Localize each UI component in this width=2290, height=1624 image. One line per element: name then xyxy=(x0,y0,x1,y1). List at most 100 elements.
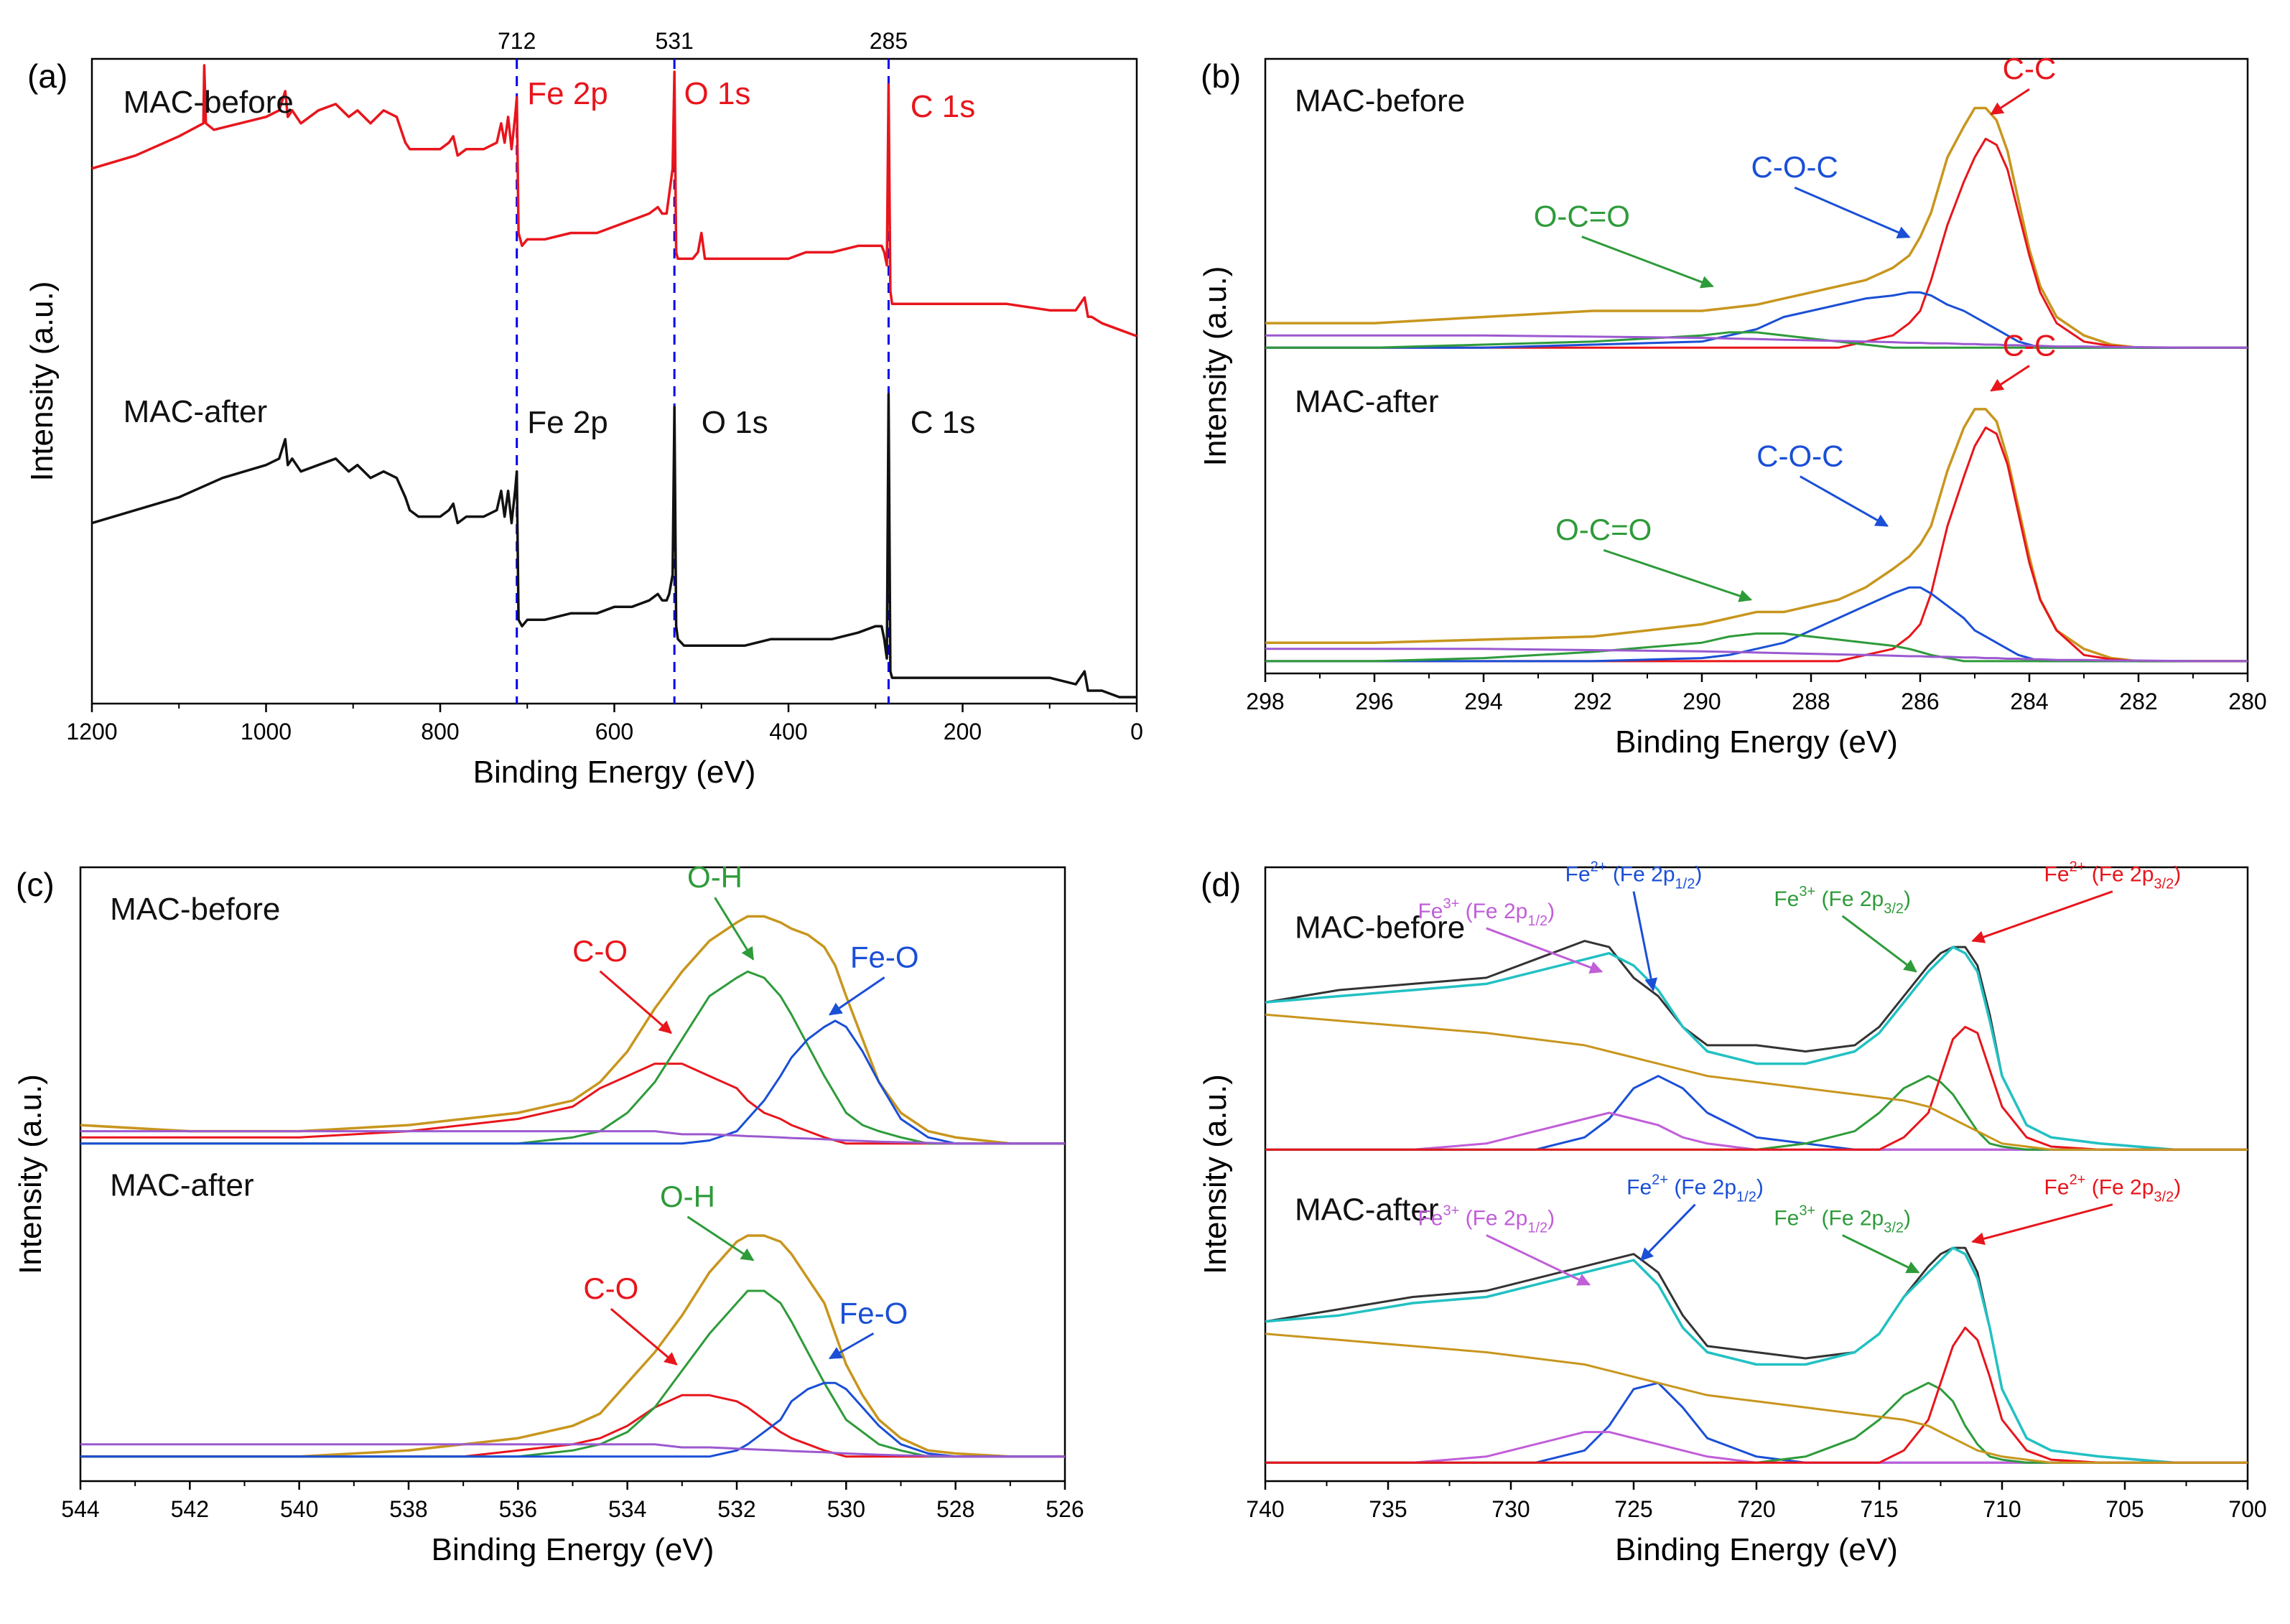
x-tick-label: 288 xyxy=(1792,689,1830,714)
x-tick-label: 540 xyxy=(280,1496,318,1522)
top-tick-label: 531 xyxy=(655,28,693,54)
peak-label: C-O-C xyxy=(1756,439,1843,473)
peak-label: Fe-O xyxy=(850,940,919,974)
peak-arrow xyxy=(1581,235,1714,289)
peak-arrow xyxy=(1841,915,1917,973)
peak-label: Fe3+ (Fe 2p3/2) xyxy=(1774,884,1911,917)
x-tick-label: 735 xyxy=(1369,1496,1407,1522)
sample-label: MAC-after xyxy=(1295,1193,1438,1228)
peak-arrow xyxy=(1794,186,1911,239)
series-line-background xyxy=(1265,648,2248,663)
x-tick-label: 700 xyxy=(2228,1496,2266,1522)
x-tick-label: 290 xyxy=(1682,689,1721,714)
series-line-mac-after xyxy=(91,393,1137,699)
x-tick-label: 538 xyxy=(389,1496,427,1522)
series-line-fe3-fe-2p1-2- xyxy=(1265,1431,2248,1464)
peak-arrow xyxy=(1603,549,1753,602)
series-line-c-o xyxy=(80,1394,1065,1458)
peak-label: Fe2+ (Fe 2p3/2) xyxy=(2044,859,2182,892)
series-line-fe-o xyxy=(80,1381,1065,1458)
x-tick-label: 800 xyxy=(421,719,459,745)
series-line-background xyxy=(1265,1013,2248,1151)
series-line-fe2-fe-2p3-2- xyxy=(1265,1025,2248,1151)
peak-label: C-C xyxy=(2003,52,2057,85)
panel-label: (a) xyxy=(27,57,68,95)
peak-annotation: C 1s xyxy=(911,89,975,124)
x-axis-label: Binding Energy (eV) xyxy=(1615,724,1898,760)
panel-label: (c) xyxy=(16,866,55,903)
plot-frame xyxy=(1264,866,2249,1483)
x-tick-label: 705 xyxy=(2105,1496,2144,1522)
x-tick-label: 294 xyxy=(1464,689,1502,714)
peak-arrow xyxy=(599,970,672,1035)
x-tick-label: 298 xyxy=(1246,689,1284,714)
series-line-c-o-c xyxy=(1265,586,2248,663)
peak-arrow xyxy=(828,1332,875,1360)
panel-b: (b) 298 296 294 292 290 288 286 284 282 280 Binding… xyxy=(1198,52,2267,760)
peak-arrow xyxy=(1640,1203,1696,1261)
peak-annotation: O 1s xyxy=(702,405,768,440)
sample-label: MAC-before xyxy=(1295,910,1465,945)
peak-label: Fe3+ (Fe 2p1/2) xyxy=(1418,1203,1555,1236)
x-axis-label: Binding Energy (eV) xyxy=(1615,1532,1898,1567)
peak-label: Fe2+ (Fe 2p1/2) xyxy=(1565,859,1703,892)
series-line-fe3-fe-2p3-2- xyxy=(1265,1075,2248,1151)
peak-arrow xyxy=(1990,88,2030,116)
series-line-background xyxy=(80,1130,1065,1145)
series-line-o-c-o xyxy=(1265,331,2248,349)
series-line-fe3-fe-2p3-2- xyxy=(1265,1381,2248,1464)
x-tick-label: 1000 xyxy=(241,719,292,745)
x-axis-label: Binding Energy (eV) xyxy=(473,755,756,790)
x-tick-label: 296 xyxy=(1355,689,1393,714)
y-axis-label: Intensity (a.u.) xyxy=(1198,1074,1233,1274)
peak-annotation: O 1s xyxy=(684,76,751,111)
sample-label: MAC-before xyxy=(124,85,294,120)
x-tick-label: 740 xyxy=(1246,1496,1284,1522)
peak-annotation: C 1s xyxy=(911,405,975,440)
x-tick-label: 528 xyxy=(936,1496,974,1522)
peak-arrow xyxy=(610,1307,678,1366)
x-tick-label: 284 xyxy=(2010,689,2048,714)
series-line-o-h xyxy=(80,970,1065,1145)
peak-arrow xyxy=(1800,475,1889,527)
panel-a: (a) 1200 1000 800 600 400 200 0 Binding Energy (… xyxy=(24,28,1143,790)
x-tick-label: 286 xyxy=(1901,689,1939,714)
series-line-envelope xyxy=(1265,1246,2248,1465)
sample-label: MAC-after xyxy=(1295,384,1438,419)
series-line-c-c xyxy=(1265,426,2248,663)
peak-arrow xyxy=(1486,927,1604,974)
x-tick-label: 282 xyxy=(2119,689,2157,714)
peak-arrow xyxy=(1486,1234,1591,1286)
x-tick-label: 530 xyxy=(827,1496,865,1522)
peak-label: C-O xyxy=(583,1271,638,1305)
y-axis-label: Intensity (a.u.) xyxy=(13,1074,48,1274)
peak-label: O-H xyxy=(660,1180,715,1213)
peak-label: C-O xyxy=(572,934,628,968)
panel-c: (c) 544 542 540 538 536 534 532 530 528 526 Binding… xyxy=(13,860,1084,1567)
x-tick-label: 715 xyxy=(1860,1496,1898,1522)
peak-arrow xyxy=(828,976,885,1016)
sample-label: MAC-before xyxy=(110,892,280,927)
peak-label: O-C=O xyxy=(1534,200,1630,233)
peak-arrow xyxy=(1842,1234,1920,1274)
peak-label: Fe-O xyxy=(839,1296,908,1330)
series-line-background xyxy=(1265,1333,2248,1464)
series-line-c-o xyxy=(80,1063,1065,1145)
panel-label: (d) xyxy=(1201,866,1241,903)
series-line-background xyxy=(1265,334,2248,349)
series-line-data xyxy=(1265,940,2248,1151)
x-tick-label: 400 xyxy=(769,719,807,745)
series-line-fe-o xyxy=(80,1019,1065,1145)
x-tick-label: 1200 xyxy=(66,719,117,745)
series-line-envelope xyxy=(1265,106,2248,350)
top-tick-label: 712 xyxy=(498,28,536,54)
peak-annotation: Fe 2p xyxy=(527,76,608,111)
series-line-fe2-fe-2p1-2- xyxy=(1265,1381,2248,1464)
x-tick-label: 600 xyxy=(595,719,633,745)
peak-label: Fe2+ (Fe 2p3/2) xyxy=(2044,1172,2182,1205)
x-tick-label: 526 xyxy=(1046,1496,1084,1522)
peak-label: Fe2+ (Fe 2p1/2) xyxy=(1626,1172,1764,1205)
peak-arrow xyxy=(1971,890,2113,943)
x-tick-label: 532 xyxy=(717,1496,755,1522)
